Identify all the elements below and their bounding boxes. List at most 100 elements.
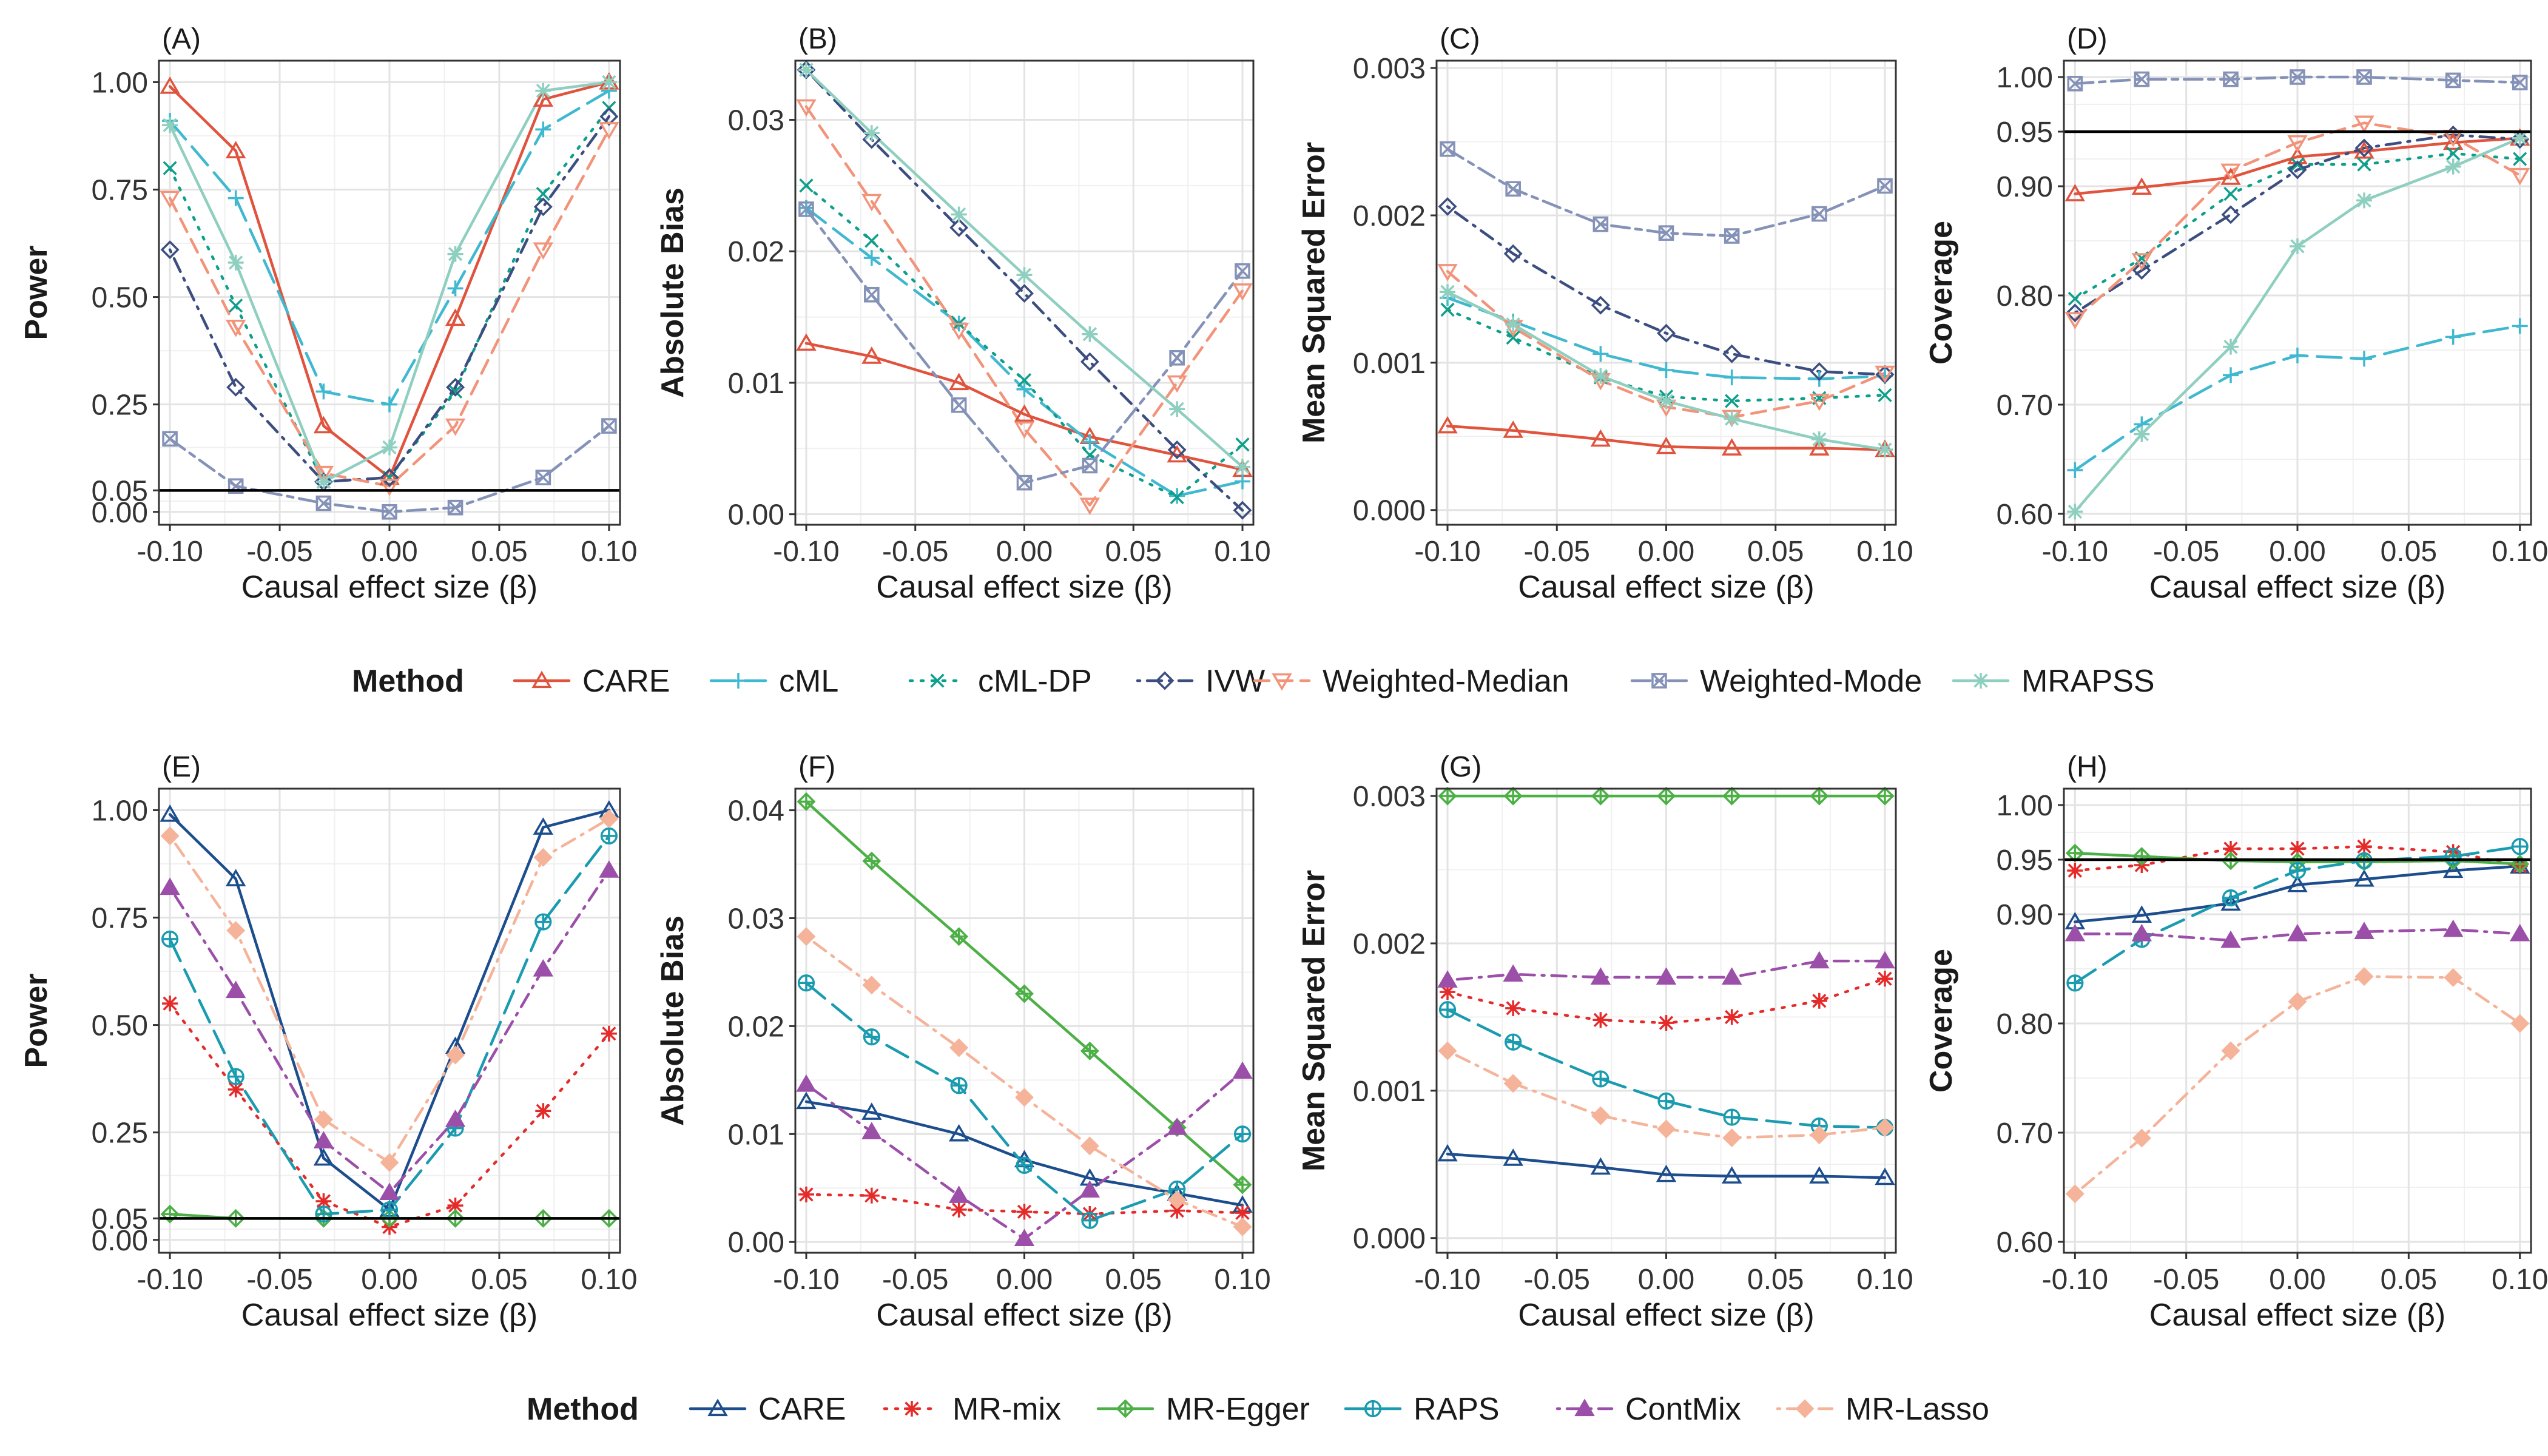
marker-diamond-filled [599,809,619,829]
marker-square-cross [951,397,967,413]
marker-diamond-filled [2065,1184,2085,1204]
marker-asterisk [1724,1009,1740,1025]
marker-triangle-down-open [1875,365,1895,383]
marker-diamond-plus-inner [1117,1401,1133,1417]
marker-cross [2223,186,2238,201]
marker-square-cross-inner [601,418,617,434]
marker-diamond-plus-inner [1658,788,1674,804]
marker-diamond-open [2132,261,2151,280]
y-tick-label: 0.25 [92,389,148,422]
marker-diamond-open [1080,352,1099,371]
legend-label: ContMix [1625,1392,1741,1427]
marker-asterisk [2445,158,2461,175]
x-tick-label: 0.05 [471,536,527,568]
marker-plus [2290,348,2305,363]
marker-diamond-filled [1080,1136,1099,1156]
marker-asterisk [228,1081,244,1097]
marker-asterisk [1658,393,1674,409]
marker-triangle-open [1503,1148,1523,1166]
series-points-care [1437,1144,1895,1185]
marker-square-cross-inner [1235,263,1250,279]
marker-triangle-open [445,308,466,326]
y-tick-label: 0.05 [92,1203,148,1235]
series-line-weighted-median [2074,121,2521,321]
series-points-mr-mix [162,996,617,1235]
x-tick-label: -0.05 [1524,536,1590,568]
marker-cross [930,673,945,688]
series-line-weighted-median [804,105,1244,507]
marker-triangle-open [861,1102,882,1120]
marker-triangle-filled [2131,923,2152,942]
marker-diamond-filled [1591,1106,1610,1125]
marker-square-cross-inner [1659,225,1674,241]
marker-triangle-open [1809,438,1830,456]
marker-diamond-open [446,377,465,397]
x-tick-label: -0.10 [2042,536,2108,568]
marker-diamond-open [1233,500,1252,520]
marker-square-cross-inner [162,431,178,447]
x-axis-label: Causal effect size (β) [2149,570,2445,605]
marker-asterisk [1016,267,1033,283]
marker-plus [1016,381,1033,397]
marker-asterisk [1876,971,1893,987]
marker-triangle-down-open [1809,393,1830,411]
marker-square-cross [1658,225,1674,241]
marker-diamond-open [1015,284,1034,303]
y-tick-label: 0.001 [1353,1076,1426,1108]
marker-cross [1878,388,1892,402]
x-axis-label: Causal effect size (β) [1518,570,1814,605]
marker-diamond-filled [949,1038,969,1057]
panel-tag: (E) [162,751,201,783]
y-tick-label: 0.25 [92,1117,148,1150]
marker-triangle-filled [533,959,554,977]
x-tick-label: 0.05 [471,1264,527,1296]
marker-plus [535,121,551,138]
marker-diamond-filled [1503,1074,1523,1093]
marker-triangle-open [313,1148,334,1166]
marker-diamond-plus-inner [1440,788,1456,804]
marker-square-cross-inner [2134,72,2149,87]
marker-square-cross [1651,673,1667,689]
marker-plus [863,250,880,266]
marker-diamond-filled [1875,1118,1895,1138]
legend-label: CARE [582,664,670,699]
marker-plus [2067,462,2083,478]
marker-triangle-open [1721,1166,1742,1184]
panel-tag: (D) [2067,23,2108,55]
marker-square-cross [2134,71,2150,87]
marker-square-cross-inner [864,287,880,303]
marker-diamond-filled [2132,1128,2151,1148]
y-tick-label: 0.75 [92,175,148,207]
series-points-weighted-mode [162,418,617,520]
legend-item-cml: cML [709,664,838,699]
marker-cross [2513,152,2527,166]
series-points-ivw [160,107,619,491]
marker-diamond-open [949,218,969,237]
marker-asterisk [2223,841,2239,857]
marker-triangle-open [531,670,552,689]
x-tick-label: -0.10 [1414,1264,1480,1296]
marker-square-cross-inner [798,201,814,217]
marker-asterisk [2290,841,2305,857]
marker-triangle-down-open [1272,673,1292,691]
marker-triangle-down-open [379,479,400,496]
y-tick-label: 0.00 [92,1225,148,1257]
marker-square-cross [798,201,814,217]
marker-triangle-filled [1656,967,1677,985]
marker-triangle-open [1809,1166,1830,1184]
marker-square-cross [535,470,551,485]
marker-triangle-down-open [1167,375,1187,393]
y-tick-label: 0.60 [1997,1227,2053,1259]
y-tick-label: 0.80 [1997,280,2053,312]
marker-plus [382,396,397,413]
y-axis-label: Mean Squared Error [1296,142,1332,443]
x-tick-label: 0.10 [581,536,637,568]
marker-triangle-filled [1721,967,1742,985]
marker-diamond-open [2288,160,2307,180]
marker-square-cross [447,499,463,516]
marker-plus [2512,318,2528,334]
marker-triangle-filled [160,877,180,895]
marker-square-cross-inner [2068,76,2083,92]
marker-circle-plus-inner [1016,1157,1033,1173]
x-tick-label: 0.00 [2269,1264,2325,1296]
